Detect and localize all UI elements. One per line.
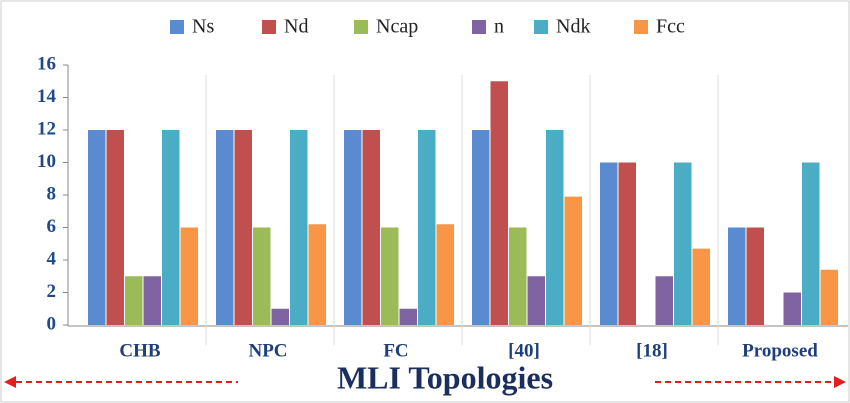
y-tick-label: 16: [37, 53, 56, 74]
bar: [418, 130, 436, 325]
legend-label: Ns: [192, 16, 214, 38]
legend-swatch: [472, 20, 486, 34]
legend-label: Fcc: [656, 16, 685, 38]
bar: [600, 162, 618, 325]
bar: [399, 308, 417, 325]
bar: [618, 162, 636, 325]
y-tick-label: 14: [37, 86, 57, 107]
bar: [655, 276, 673, 325]
y-tick-label: 12: [37, 118, 56, 139]
bar: [728, 227, 746, 325]
bar: [527, 276, 545, 325]
bar: [88, 130, 106, 325]
x-tick-label: FC: [383, 340, 408, 361]
bar: [180, 227, 198, 325]
x-tick-label: CHB: [119, 340, 161, 361]
bar: [802, 162, 820, 325]
y-tick-label: 10: [37, 151, 56, 172]
legend-swatch: [634, 20, 648, 34]
bar: [106, 130, 124, 325]
bar: [162, 130, 180, 325]
x-tick-label: NPC: [248, 340, 287, 361]
bar: [490, 81, 508, 325]
bar: [271, 308, 289, 325]
bar: [143, 276, 161, 325]
bar: [746, 227, 764, 325]
bar: [308, 224, 326, 325]
legend-swatch: [534, 20, 548, 34]
bar: [472, 130, 490, 325]
bar: [436, 224, 454, 325]
bar: [692, 248, 710, 325]
legend-label: Nd: [284, 16, 308, 38]
y-tick-label: 0: [47, 313, 57, 334]
y-tick-label: 8: [47, 183, 57, 204]
x-tick-label: [40]: [508, 340, 540, 361]
bar: [253, 227, 271, 325]
bar: [216, 130, 234, 325]
bar: [234, 130, 252, 325]
x-axis-title: MLI Topologies: [337, 359, 553, 395]
bar: [783, 292, 801, 325]
arrow-head: [834, 376, 846, 388]
bar: [362, 130, 380, 325]
x-tick-label: Proposed: [742, 340, 818, 361]
bar: [290, 130, 308, 325]
bar: [820, 269, 838, 325]
legend-swatch: [354, 20, 368, 34]
bar: [674, 162, 692, 325]
arrow-head: [4, 376, 16, 388]
y-tick-label: 6: [47, 216, 57, 237]
bar: [381, 227, 399, 325]
y-tick-label: 2: [47, 281, 57, 302]
legend-label: Ncap: [376, 16, 418, 38]
legend-swatch: [170, 20, 184, 34]
x-tick-label: [18]: [636, 340, 668, 361]
bar: [125, 276, 143, 325]
legend-label: Ndk: [556, 16, 590, 38]
bar: [509, 227, 527, 325]
y-tick-label: 4: [47, 248, 57, 269]
bar: [546, 130, 564, 325]
bar: [344, 130, 362, 325]
bar: [564, 196, 582, 325]
legend-label: n: [494, 16, 504, 38]
legend-swatch: [262, 20, 276, 34]
